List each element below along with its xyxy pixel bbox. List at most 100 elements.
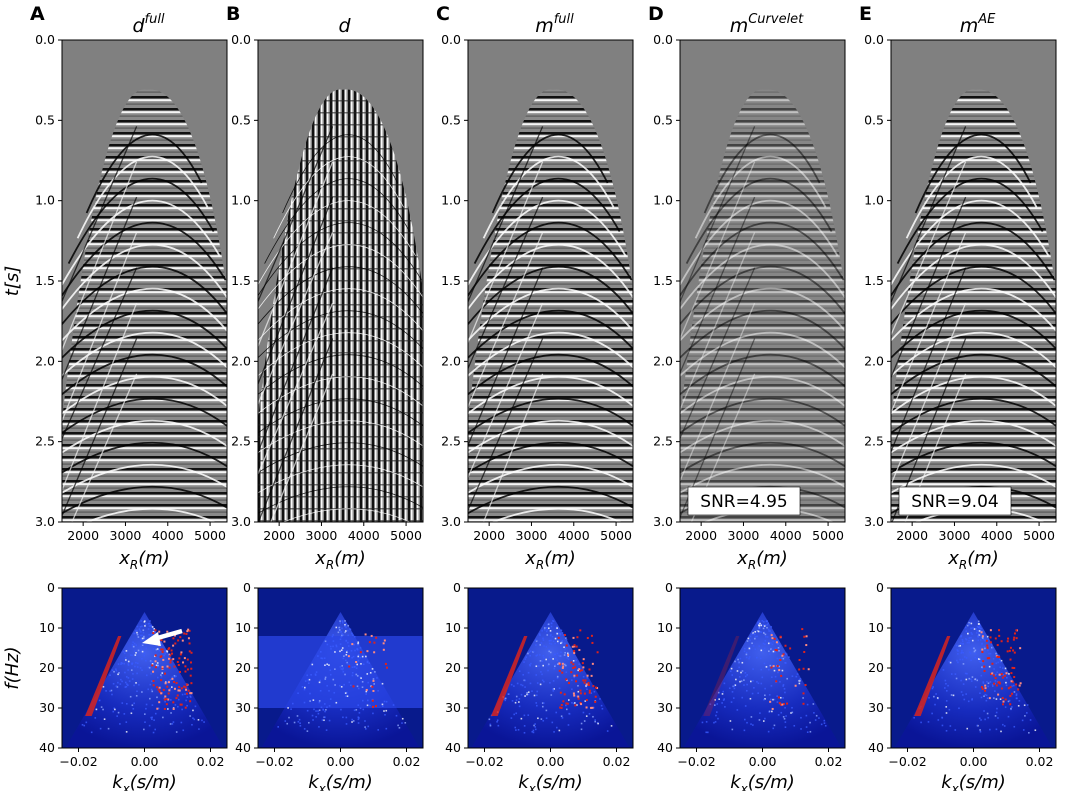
gather-reflection [264,178,410,264]
fk-energy-point [371,685,374,688]
fk-speckle [351,666,354,669]
fk-speckle [556,640,559,643]
fk-speckle [728,687,731,690]
fk-energy-point [164,682,167,685]
fk-speckle [994,690,996,692]
fk-speckle [784,706,786,709]
fk-speckle [361,699,364,702]
fk-energy-point [574,666,577,669]
fk-speckle [148,625,151,627]
fk-speckle [560,651,562,654]
fk-speckle [545,717,548,720]
fk-speckle [318,726,320,728]
fk-speckle [153,627,156,630]
fk-speckle [334,684,336,686]
gather-linear-event [690,373,756,522]
fk-speckle [998,658,1001,661]
fk-speckle [747,637,750,640]
fk-speckle [527,652,529,655]
fk-speckle [746,640,749,642]
fk-speckle [157,707,160,710]
fk-speckle [121,662,124,665]
fk-speckle [117,711,120,714]
fk-speckle [141,634,143,637]
fk-speckle [127,684,129,686]
fk-energy-point [590,634,593,637]
gather-linear-event [891,196,967,378]
gather-reflection [62,265,227,326]
fk-speckle [287,707,289,709]
fk-speckle [748,646,751,649]
gather-reflection [891,199,1050,287]
fk-speckle [309,692,311,695]
fk-energy-point [1003,674,1006,677]
fk-speckle [123,662,125,665]
fk-speckle [144,623,147,626]
gather-reflection [680,265,845,326]
fk-speckle [397,724,399,727]
fk-speckle [532,731,535,734]
fk-energy-point [190,651,193,654]
arrow-head [142,632,161,646]
fk-energy-point [348,665,351,668]
fk-speckle [329,673,332,676]
fk-speckle [715,714,717,717]
fk-speckle [366,673,369,675]
fk-energy-point [1011,666,1014,669]
fk-speckle [766,636,769,638]
fk-speckle [554,642,556,645]
fk-energy-point [373,651,376,654]
fk-energy-point [998,634,1001,637]
fk-speckle [532,650,535,653]
gather-image [891,40,1056,522]
fk-speckle [526,691,528,694]
fk-speckle [364,726,366,728]
fk-speckle [1010,707,1012,710]
gather-xlabel: xR(m) [736,548,788,572]
fk-speckle [132,673,134,675]
fk-speckle [982,681,985,683]
fk-speckle [768,668,770,671]
fk-speckle [345,691,348,694]
fk-speckle [586,676,589,679]
fk-speckle [1003,725,1006,727]
fk-energy-point [573,644,576,647]
fk-speckle [554,664,557,666]
fk-speckle [550,694,553,696]
fk-energy-point [185,632,188,635]
fk-xtick-label: 0.00 [131,754,159,769]
fk-speckle [347,634,350,637]
fk-speckle [102,685,105,688]
fk-energy-point [1013,636,1016,639]
fk-speckle [781,669,784,672]
fk-speckle [1004,667,1007,670]
fk-speckle [136,690,138,693]
fk-energy-point [804,684,807,687]
fk-speckle [966,727,969,730]
panel-letter: B [226,3,240,25]
fk-speckle [175,731,178,733]
fk-speckle [132,708,135,710]
fk-speckle [966,624,969,627]
fk-speckle [357,722,360,724]
fk-speckle [976,679,979,682]
fk-speckle [153,719,155,721]
fk-speckle [746,721,748,724]
fk-speckle [136,631,138,634]
fk-speckle [159,641,162,644]
xlabel-unit: (m) [967,548,999,569]
fk-speckle [766,623,769,626]
fk-speckle [365,693,367,695]
fk-speckle [361,655,364,658]
fk-speckle [547,627,550,630]
kx-label-unit: (s/m) [748,772,795,791]
fk-speckle [556,659,558,662]
fk-energy-point [187,689,190,692]
f-label-unit: (Hz) [2,646,23,683]
fk-speckle [553,731,555,733]
fk-speckle [371,668,374,670]
fk-speckle [767,622,770,625]
fk-speckle [545,645,548,648]
fk-speckle [610,725,613,727]
fk-speckle [164,651,167,653]
